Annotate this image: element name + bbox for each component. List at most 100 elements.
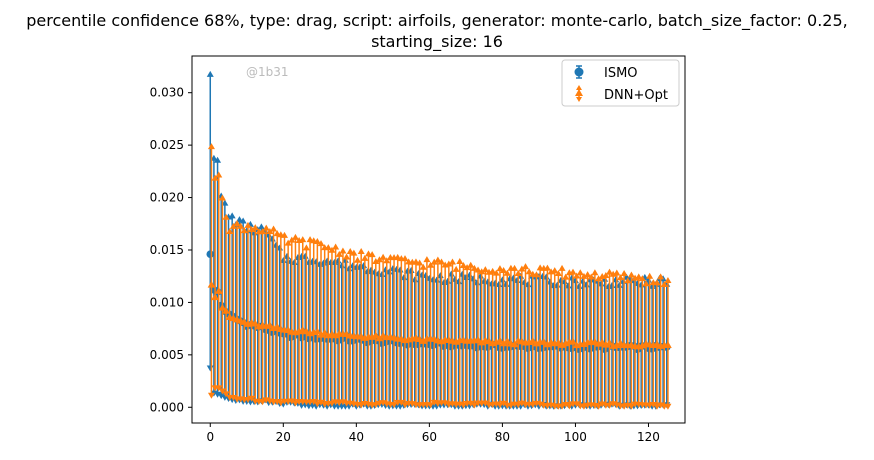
upper-cap <box>584 271 592 278</box>
upper-cap <box>474 266 482 273</box>
upper-cap <box>496 265 504 272</box>
lower-cap <box>441 400 449 407</box>
data-point <box>510 340 519 348</box>
x-tick-label: 100 <box>564 430 587 444</box>
upper-cap <box>335 250 343 257</box>
upper-cap <box>573 272 581 279</box>
upper-cap <box>518 265 526 272</box>
upper-cap <box>222 213 230 220</box>
legend-marker-ismo <box>574 65 584 79</box>
data-point <box>569 337 577 345</box>
lower-cap <box>481 400 489 407</box>
lower-cap <box>397 399 405 406</box>
lower-cap <box>310 399 318 406</box>
lower-cap <box>215 385 223 392</box>
upper-cap <box>313 238 321 245</box>
lower-cap <box>500 400 508 407</box>
x-tick-label: 40 <box>349 430 364 444</box>
lower-cap <box>357 402 365 409</box>
upper-cap <box>229 222 237 229</box>
watermark: @1b31 <box>246 65 289 79</box>
upper-cap <box>427 261 435 268</box>
x-tick-label: 20 <box>276 430 291 444</box>
upper-cap <box>646 272 654 279</box>
upper-cap <box>448 258 456 265</box>
upper-cap <box>214 156 222 163</box>
upper-cap <box>642 280 650 287</box>
upper-cap <box>627 271 635 278</box>
lower-cap <box>288 398 296 405</box>
lower-cap <box>467 400 475 407</box>
x-tick-label: 60 <box>422 430 437 444</box>
series-dnn-opt <box>207 143 672 410</box>
upper-cap <box>328 246 336 253</box>
lower-cap <box>313 401 321 408</box>
upper-cap <box>587 273 595 280</box>
y-tick-label: 0.025 <box>150 138 184 152</box>
upper-cap <box>503 269 511 276</box>
upper-cap <box>525 268 533 275</box>
x-tick-label: 80 <box>495 430 510 444</box>
lower-cap <box>664 403 672 410</box>
lower-cap <box>470 402 478 409</box>
data-point <box>371 331 380 339</box>
data-point <box>474 335 482 343</box>
upper-cap <box>489 267 497 274</box>
upper-cap <box>419 263 427 270</box>
upper-cap <box>616 274 624 281</box>
lower-cap <box>573 401 581 408</box>
upper-cap <box>416 259 424 266</box>
upper-cap <box>218 194 226 201</box>
upper-cap <box>375 256 383 263</box>
lower-cap <box>218 388 226 395</box>
x-tick-label: 0 <box>206 430 214 444</box>
upper-cap <box>251 224 259 231</box>
upper-cap <box>284 239 292 246</box>
upper-cap <box>228 212 236 219</box>
upper-cap <box>383 257 391 264</box>
upper-cap <box>478 268 486 275</box>
upper-cap <box>357 248 365 255</box>
lower-cap <box>606 402 614 409</box>
upper-cap <box>591 269 599 276</box>
upper-cap <box>514 269 522 276</box>
upper-cap <box>664 276 672 283</box>
lower-cap <box>518 400 526 407</box>
y-tick-label: 0.005 <box>150 348 184 362</box>
upper-cap <box>257 223 265 230</box>
upper-cap <box>620 270 628 277</box>
lower-cap <box>558 403 566 410</box>
lower-cap <box>529 402 537 409</box>
upper-cap <box>259 228 267 235</box>
data-point <box>529 336 537 344</box>
data-point <box>214 286 223 294</box>
axis-ticks: 0 20 40 60 80 100 120 0.000 0.005 0.010 0.015 0.020… <box>150 86 660 444</box>
upper-cap <box>481 266 489 273</box>
data-point <box>222 306 230 314</box>
data-point <box>273 322 281 330</box>
lower-cap <box>565 403 573 410</box>
y-tick-label: 0.020 <box>150 191 184 205</box>
data-point <box>613 341 621 349</box>
legend-box <box>561 59 680 107</box>
upper-cap <box>434 256 442 263</box>
data-point <box>605 338 614 346</box>
upper-cap <box>624 277 632 284</box>
upper-cap <box>262 224 270 231</box>
upper-cap <box>324 244 332 251</box>
data-point <box>503 336 512 344</box>
lower-cap <box>390 402 398 409</box>
upper-cap <box>237 222 245 229</box>
upper-cap <box>576 269 584 276</box>
upper-cap <box>595 275 603 282</box>
upper-cap <box>470 264 478 271</box>
upper-cap <box>346 247 354 254</box>
upper-cap <box>244 221 252 228</box>
data-point <box>437 337 446 345</box>
upper-cap <box>554 269 562 276</box>
lower-cap <box>649 402 657 409</box>
data-point <box>419 336 428 344</box>
upper-cap <box>207 143 215 150</box>
upper-cap <box>558 264 566 271</box>
